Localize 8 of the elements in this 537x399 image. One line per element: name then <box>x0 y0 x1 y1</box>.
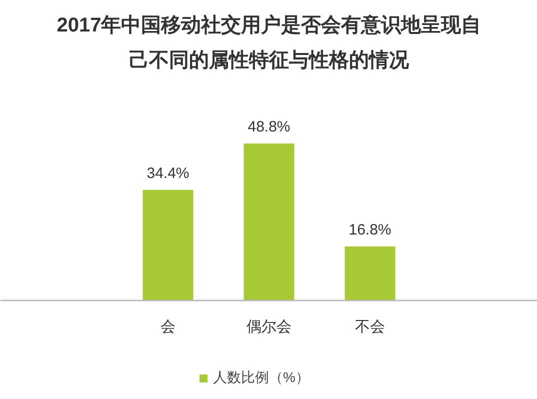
data-label: 16.8% <box>348 221 392 238</box>
legend-label: 人数比例（%） <box>213 369 310 387</box>
chart-title: 2017年中国移动社交用户是否会有意识地呈现自己不同的属性特征与性格的情况 <box>56 14 482 72</box>
data-label: 34.4% <box>146 164 190 182</box>
data-label: 48.8% <box>248 118 290 136</box>
x-tick-label: 会 <box>160 318 176 336</box>
x-tick-label: 不会 <box>355 318 385 336</box>
x-tick-label: 偶尔会 <box>246 318 292 336</box>
